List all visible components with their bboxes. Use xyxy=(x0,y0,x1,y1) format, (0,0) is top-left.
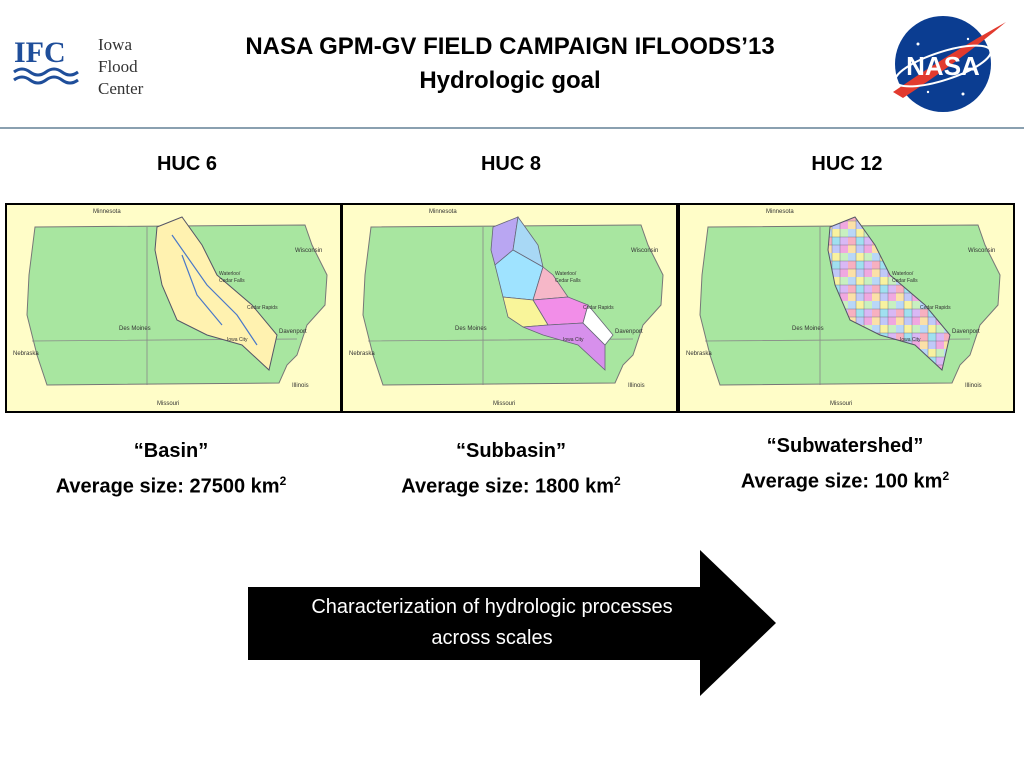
label-nebraska: Nebraska xyxy=(13,351,39,357)
arrow-line-2: across scales xyxy=(431,627,553,649)
label-missouri: Missouri xyxy=(157,401,179,407)
label-cedar-falls: Cedar Falls xyxy=(892,278,918,284)
label-cedar-rapids: Cedar Rapids xyxy=(920,305,951,311)
label-waterloo: Waterloo/ xyxy=(555,271,577,277)
map-huc8: Minnesota Wisconsin Waterloo/ Cedar Fall… xyxy=(341,203,678,413)
label-des-moines: Des Moines xyxy=(119,326,151,332)
label-iowa-city: Iowa City xyxy=(563,337,584,343)
label-illinois: Illinois xyxy=(965,383,982,389)
label-illinois: Illinois xyxy=(628,383,645,389)
caption-basin-size: Average size: 27500 km2 xyxy=(55,474,287,498)
label-minnesota: Minnesota xyxy=(766,209,794,215)
label-minnesota: Minnesota xyxy=(429,209,457,215)
heading-huc8: HUC 8 xyxy=(480,153,541,175)
title-line-2: Hydrologic goal xyxy=(419,67,601,94)
caption-basin: “Basin” Average size: 27500 km2 xyxy=(1,436,341,502)
label-missouri: Missouri xyxy=(493,401,515,407)
map-huc12: Minnesota Wisconsin Waterloo/ Cedar Fall… xyxy=(678,203,1015,413)
caption-basin-name: “Basin” xyxy=(133,440,209,462)
label-davenport: Davenport xyxy=(615,329,643,335)
label-davenport: Davenport xyxy=(952,329,980,335)
label-cedar-falls: Cedar Falls xyxy=(555,278,581,284)
label-nebraska: Nebraska xyxy=(349,351,375,357)
label-nebraska: Nebraska xyxy=(686,351,712,357)
caption-subwatershed: “Subwatershed” Average size: 100 km2 xyxy=(675,431,1015,497)
label-cedar-rapids: Cedar Rapids xyxy=(247,305,278,311)
label-missouri: Missouri xyxy=(830,401,852,407)
label-waterloo: Waterloo/ xyxy=(219,271,241,277)
label-davenport: Davenport xyxy=(279,329,307,335)
heading-huc12: HUC 12 xyxy=(811,153,883,175)
label-minnesota: Minnesota xyxy=(93,209,121,215)
ifc-line2: Flood xyxy=(98,57,138,76)
label-des-moines: Des Moines xyxy=(455,326,487,332)
scale-arrow xyxy=(248,550,776,696)
caption-subbasin: “Subbasin” Average size: 1800 km2 xyxy=(341,436,681,502)
label-iowa-city: Iowa City xyxy=(900,337,921,343)
map-huc6: Minnesota Wisconsin Waterloo/ Cedar Fall… xyxy=(5,203,342,413)
ifc-abbr: IFC xyxy=(14,36,66,69)
caption-subwatershed-size: Average size: 100 km2 xyxy=(740,469,950,493)
header-divider xyxy=(0,127,1024,129)
heading-huc6: HUC 6 xyxy=(156,153,217,175)
nasa-logo-text: NASA xyxy=(906,51,980,81)
label-cedar-falls: Cedar Falls xyxy=(219,278,245,284)
caption-subbasin-size: Average size: 1800 km2 xyxy=(401,474,621,498)
arrow-line-1: Characterization of hydrologic processes xyxy=(311,596,673,618)
label-iowa-city: Iowa City xyxy=(227,337,248,343)
ifc-line1: Iowa xyxy=(98,35,132,54)
ifc-line3: Center xyxy=(98,79,144,98)
label-wisconsin: Wisconsin xyxy=(631,248,658,254)
caption-subbasin-name: “Subbasin” xyxy=(455,440,566,462)
nasa-logo: NASA xyxy=(888,14,1008,114)
page-title: NASA GPM-GV FIELD CAMPAIGN IFLOODS’13 Hy… xyxy=(180,30,840,98)
arrow-caption: Characterization of hydrologic processes… xyxy=(262,592,722,654)
iowa-flood-center-logo: IFC Iowa Flood Center xyxy=(12,30,172,100)
label-cedar-rapids: Cedar Rapids xyxy=(583,305,614,311)
label-des-moines: Des Moines xyxy=(792,326,824,332)
title-line-1: NASA GPM-GV FIELD CAMPAIGN IFLOODS’13 xyxy=(245,33,775,60)
label-wisconsin: Wisconsin xyxy=(968,248,995,254)
label-waterloo: Waterloo/ xyxy=(892,271,914,277)
caption-subwatershed-name: “Subwatershed” xyxy=(766,435,924,457)
label-wisconsin: Wisconsin xyxy=(295,248,322,254)
label-illinois: Illinois xyxy=(292,383,309,389)
